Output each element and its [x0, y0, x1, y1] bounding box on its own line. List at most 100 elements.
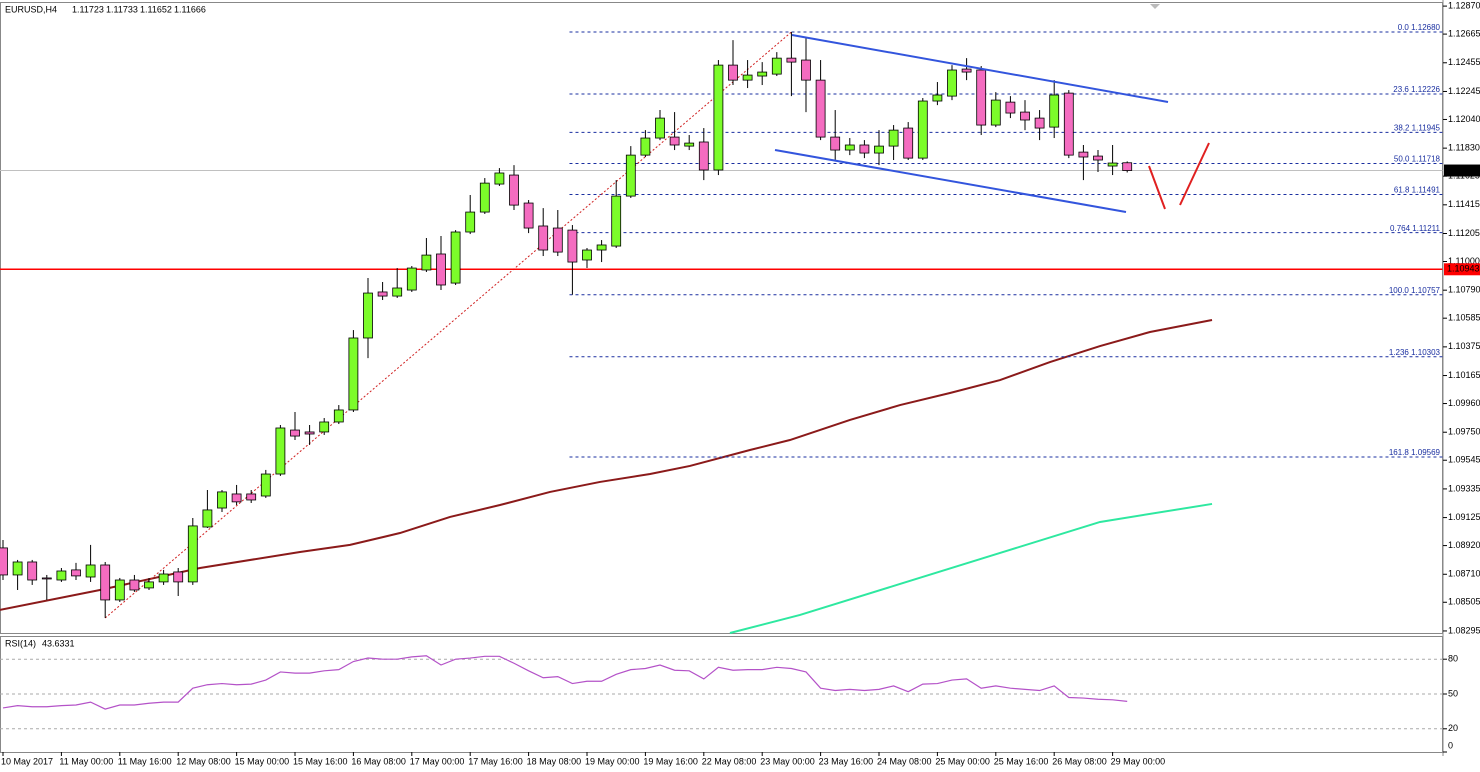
candle-body — [625, 154, 636, 197]
y-tick-label: 1.11000 — [1448, 256, 1480, 266]
candle-body — [655, 117, 665, 139]
candle-body — [582, 249, 592, 261]
rsi-value: 43.6331 — [42, 638, 75, 648]
x-tick-label: 11 May 00:00 — [59, 756, 113, 766]
candle-body — [129, 579, 140, 591]
channel-lower — [774, 149, 1127, 213]
y-tick-label: 1.08295 — [1448, 625, 1480, 635]
x-tick-label: 22 May 08:00 — [702, 756, 757, 766]
candle-body — [932, 94, 943, 102]
candle-body — [1093, 155, 1103, 161]
candle-body — [801, 59, 811, 81]
candle-body — [231, 493, 242, 503]
candle-body — [552, 227, 563, 253]
candle-body — [830, 136, 841, 151]
y-tick-label: 1.11415 — [1448, 199, 1480, 209]
price-tag — [1444, 263, 1480, 276]
shift-marker — [1150, 4, 1160, 9]
candle-body — [728, 64, 738, 81]
candle-body — [202, 509, 213, 528]
y-tick-label: 1.11205 — [1448, 228, 1480, 238]
candle-body — [173, 571, 184, 583]
candle-body — [976, 69, 987, 126]
x-tick-label: 19 May 16:00 — [643, 756, 698, 766]
candle-body — [304, 431, 315, 435]
x-tick-label: 11 May 16:00 — [118, 756, 172, 766]
x-tick-label: 16 May 08:00 — [351, 756, 406, 766]
candle-body — [1063, 92, 1074, 156]
y-tick-label: 1.12665 — [1448, 28, 1480, 38]
candle-body — [874, 145, 884, 154]
fib-label: 1.236 1.10303 — [1389, 348, 1441, 357]
x-tick-label: 17 May 00:00 — [410, 756, 465, 766]
candle-body — [217, 491, 227, 509]
fib-label: 100.0 1.10757 — [1389, 286, 1441, 295]
candle-body — [465, 211, 476, 233]
y-tick-label: 80 — [1448, 654, 1458, 664]
arrow-down-stroke — [1148, 165, 1166, 210]
moving-average — [0, 318, 1213, 611]
candle-body — [815, 79, 826, 138]
candle-body — [990, 99, 1001, 126]
symbol-title: EURUSD,H4 — [5, 4, 57, 14]
candle-body — [1034, 117, 1045, 129]
plot-layer: 0.0 1.12680 23.6 1.12226 38.2 1.11945 50.0 … — [0, 23, 1443, 730]
y-tick-label: 1.12455 — [1448, 57, 1480, 67]
candle-body — [1005, 101, 1016, 114]
annotation-layer — [774, 34, 1210, 213]
header-low: 1.11652 — [140, 4, 172, 14]
y-tick-label: 20 — [1448, 723, 1458, 733]
y-tick-label: 1.10375 — [1448, 341, 1480, 351]
candle-body — [1122, 162, 1133, 171]
candle-body — [1107, 162, 1118, 167]
y-tick-label: 1.08505 — [1448, 597, 1480, 607]
candle-body — [961, 68, 972, 73]
candle-body — [392, 287, 403, 297]
candle-body — [669, 136, 680, 146]
x-tick-label: 19 May 00:00 — [585, 756, 640, 766]
y-tick-label: 1.08920 — [1448, 540, 1480, 550]
candle-body — [71, 569, 81, 577]
candle-body — [611, 195, 622, 247]
candle-body — [114, 579, 125, 601]
candle-body — [144, 581, 154, 589]
candle-body — [27, 561, 38, 581]
rsi-line — [2, 655, 1128, 710]
candle-body — [844, 144, 855, 151]
y-tick-label: 1.10790 — [1448, 285, 1480, 295]
candle-body — [509, 174, 519, 206]
y-tick-label: 1.12870 — [1448, 0, 1480, 10]
candle-body — [859, 144, 870, 154]
candle-body — [260, 473, 271, 497]
candle-body — [538, 225, 549, 251]
x-tick-label: 17 May 16:00 — [468, 756, 523, 766]
candle-body — [523, 202, 534, 229]
x-tick-label: 23 May 16:00 — [819, 756, 874, 766]
fib-label: 61.8 1.11491 — [1394, 186, 1441, 195]
y-tick-label: 1.09125 — [1448, 512, 1480, 522]
y-tick-label: 50 — [1448, 688, 1458, 698]
fib-label: 50.0 1.11718 — [1394, 155, 1441, 164]
fib-label: 0.764 1.11211 — [1390, 224, 1441, 233]
x-tick-label: 29 May 00:00 — [1111, 756, 1166, 766]
candle-body — [377, 291, 388, 297]
candle-body — [406, 267, 417, 291]
candle-body — [596, 244, 607, 251]
y-tick-label: 1.10165 — [1448, 370, 1480, 380]
candle-body — [786, 57, 797, 63]
candle-body — [494, 172, 505, 185]
header-high: 1.11733 — [106, 4, 138, 14]
rsi-title: RSI(14) — [5, 638, 36, 648]
header-close: 1.11666 — [174, 4, 206, 14]
candle-body — [348, 337, 359, 411]
y-tick-label: 0 — [1448, 740, 1453, 750]
y-tick-label: 1.12040 — [1448, 114, 1480, 124]
x-tick-label: 25 May 00:00 — [935, 756, 990, 766]
candle-body — [450, 231, 461, 284]
candle-body — [1078, 151, 1089, 158]
candle-body — [41, 577, 52, 580]
x-tick-label: 23 May 00:00 — [760, 756, 815, 766]
price-tag — [1444, 164, 1480, 177]
candle-body — [246, 493, 257, 501]
